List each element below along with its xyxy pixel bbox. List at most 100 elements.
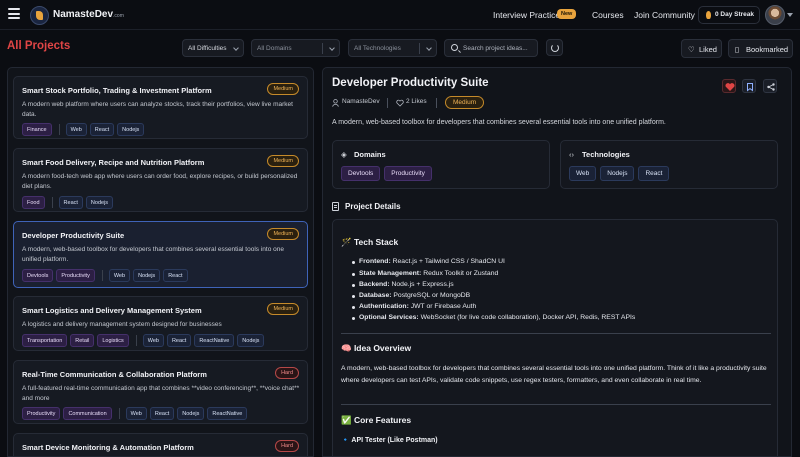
card-title: Real-Time Communication & Collaboration …: [22, 370, 207, 379]
project-details-heading: Project Details: [345, 202, 401, 211]
tag-row: Transportation Retail Logistics Web Reac…: [22, 334, 267, 347]
detail-title: Developer Productivity Suite: [332, 77, 489, 89]
divider: [341, 333, 771, 334]
technologies-box: ‹› Technologies Web Nodejs React: [560, 140, 778, 189]
project-card[interactable]: Smart Food Delivery, Recipe and Nutritio…: [13, 148, 308, 212]
liked-button[interactable]: ♡ Liked: [681, 39, 722, 58]
project-detail-panel: Developer Productivity Suite NamasteDev …: [322, 67, 792, 457]
chevron-down-icon: [233, 45, 239, 51]
detail-description: A modern, web-based toolbox for develope…: [332, 119, 666, 126]
card-description: A modern food-tech web app where users c…: [22, 173, 298, 190]
chevron-down-icon[interactable]: [787, 13, 793, 17]
idea-overview-text: A modern, web-based toolbox for develope…: [341, 365, 767, 384]
nav-join-community[interactable]: Join Community: [634, 10, 695, 20]
domains-box: ◈ Domains Devtools Productivity: [332, 140, 550, 189]
author-name[interactable]: NamasteDev: [342, 98, 380, 105]
bookmark-icon: [747, 83, 753, 92]
tech-tag: React: [166, 334, 192, 347]
code-icon: ‹›: [569, 150, 574, 159]
menu-icon[interactable]: [8, 8, 20, 19]
project-list: Smart Stock Portfolio, Trading & Investm…: [7, 67, 314, 457]
domain-tag: Logistics: [97, 334, 129, 347]
brand-name[interactable]: NamasteDev.com: [53, 9, 124, 20]
card-title: Smart Stock Portfolio, Trading & Investm…: [22, 86, 212, 95]
project-card[interactable]: Smart Logistics and Delivery Management …: [13, 296, 308, 351]
card-title: Developer Productivity Suite: [22, 231, 125, 240]
document-icon: [332, 202, 339, 211]
tech-tag: React: [163, 269, 188, 282]
difficulty-badge: Hard: [275, 440, 299, 452]
flame-icon: [706, 11, 711, 19]
card-title: Smart Logistics and Delivery Management …: [22, 306, 202, 315]
streak-button[interactable]: 0 Day Streak: [698, 6, 760, 24]
list-item: Frontend: React.js + Tailwind CSS / Shad…: [352, 258, 505, 265]
domain-tag: Retail: [70, 334, 95, 347]
card-title: Smart Food Delivery, Recipe and Nutritio…: [22, 158, 205, 167]
page-title: All Projects: [7, 40, 71, 52]
difficulty-badge: Medium: [267, 228, 299, 240]
tag-row: Devtools Productivity Web Nodejs React: [22, 269, 191, 282]
idea-overview-heading: 🧠 Idea Overview: [341, 343, 412, 353]
technology-filter[interactable]: All Technologies: [348, 39, 437, 57]
tech-tag: Web: [142, 334, 164, 347]
like-button[interactable]: [722, 79, 736, 93]
project-card-selected[interactable]: Developer Productivity Suite Medium A mo…: [13, 221, 308, 288]
logo-icon[interactable]: [30, 6, 49, 25]
share-icon: [767, 83, 775, 91]
tech-tag: React: [58, 196, 83, 209]
tech-tag: Web: [125, 407, 147, 420]
tech-tag: Web: [108, 269, 131, 282]
tech-stack-heading: 🪄 Tech Stack: [341, 237, 399, 247]
bookmarked-button[interactable]: ▯ Bookmarked: [728, 39, 793, 58]
bookmark-button[interactable]: [742, 79, 756, 93]
share-button[interactable]: [763, 79, 777, 93]
nav-interview-practice[interactable]: Interview Practice: [493, 10, 561, 20]
difficulty-badge: Medium: [267, 303, 299, 315]
domain-tag: Finance: [22, 123, 52, 136]
chevron-down-icon: [329, 45, 335, 51]
tech-tag: Nodejs: [133, 269, 161, 282]
project-card[interactable]: Smart Stock Portfolio, Trading & Investm…: [13, 76, 308, 139]
card-title: Smart Device Monitoring & Automation Pla…: [22, 443, 194, 452]
nav-courses[interactable]: Courses: [592, 10, 624, 20]
domain-filter[interactable]: All Domains: [251, 39, 340, 57]
heart-icon: [396, 99, 404, 107]
new-badge: New: [557, 9, 577, 19]
list-item: Authentication: JWT or Firebase Auth: [351, 303, 477, 310]
divider: [341, 404, 771, 405]
list-item: Database: PostgreSQL or MongoDB: [351, 292, 471, 299]
tag-row: Finance Web React Nodejs: [22, 123, 147, 136]
project-card[interactable]: Smart Device Monitoring & Automation Pla…: [13, 433, 308, 456]
bookmark-icon: ▯: [735, 45, 740, 54]
tech-tag: React: [638, 166, 670, 181]
like-count: 2 Likes: [406, 98, 427, 105]
tech-tag: Nodejs: [117, 123, 145, 136]
search-input[interactable]: [463, 43, 535, 54]
search-box: [444, 39, 538, 57]
layers-icon: ◈: [341, 150, 347, 159]
difficulty-filter[interactable]: All Difficulties: [182, 39, 244, 57]
domains-heading: Domains: [354, 150, 386, 159]
card-description: A full-featured real-time communication …: [22, 385, 300, 402]
avatar[interactable]: [765, 5, 785, 25]
domain-tag: Communication: [63, 407, 112, 420]
tech-tag: ReactNative: [194, 334, 235, 347]
tech-tag: React: [149, 407, 175, 420]
api-tester-heading: 🔹 API Tester (Like Postman): [341, 437, 438, 444]
heart-icon: [725, 83, 735, 91]
domain-tag: Devtools: [341, 166, 381, 181]
domain-tag: Productivity: [384, 166, 432, 181]
difficulty-badge: Medium: [267, 83, 299, 95]
tech-tag: Nodejs: [85, 196, 114, 209]
heart-icon: ♡: [688, 45, 695, 54]
chevron-down-icon: [426, 45, 432, 51]
user-icon: [332, 99, 339, 107]
list-item: Backend: Node.js + Express.js: [352, 281, 454, 288]
domain-tag: Transportation: [22, 334, 68, 347]
tech-tag: Nodejs: [600, 166, 635, 181]
reset-filters-button[interactable]: [546, 39, 563, 56]
project-card[interactable]: Real-Time Communication & Collaboration …: [13, 360, 308, 424]
technologies-heading: Technologies: [582, 150, 630, 159]
card-description: A modern web platform where users can an…: [22, 101, 293, 118]
domain-tag: Food: [22, 196, 45, 209]
